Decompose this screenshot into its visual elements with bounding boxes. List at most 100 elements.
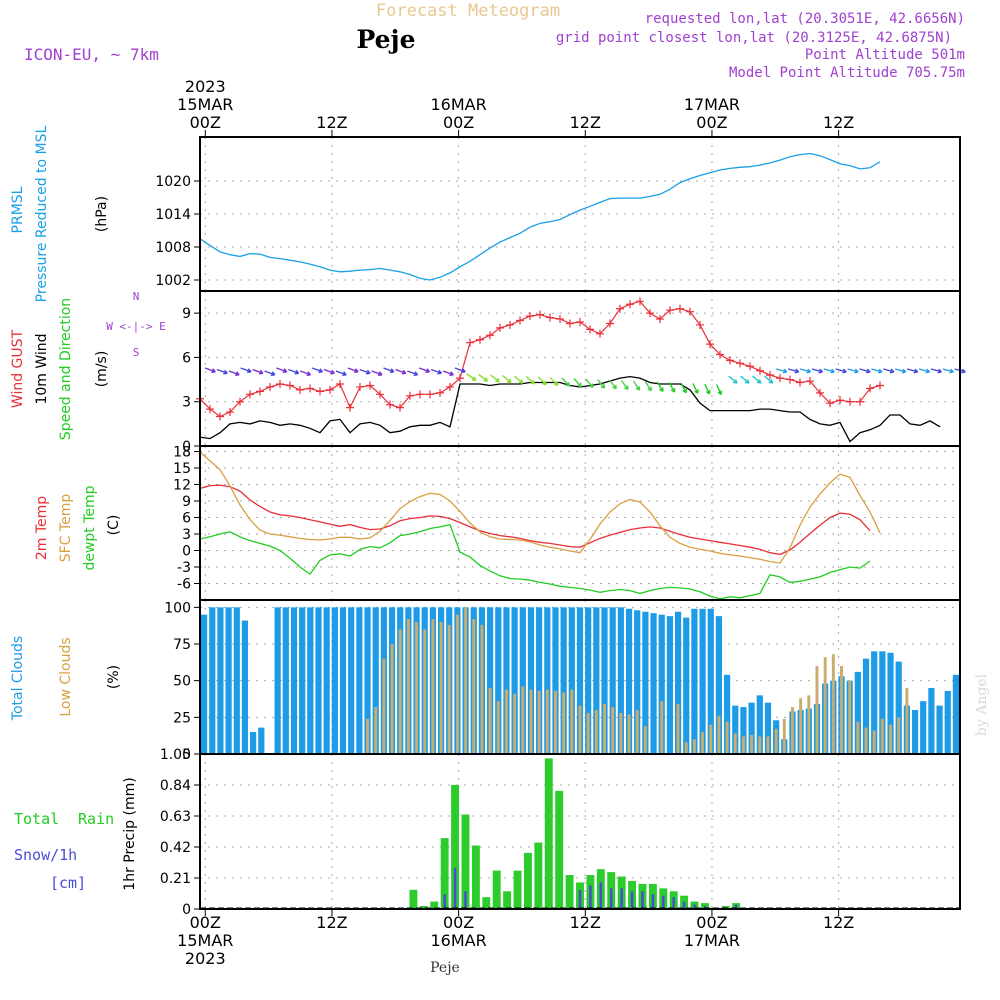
total-cloud-bar [928,688,935,754]
total-cloud-bar [339,607,347,754]
low-cloud-bar [594,710,598,754]
top-date-label: 15MAR [177,95,233,114]
snow-bar [662,895,665,909]
low-cloud-bar [791,707,794,754]
series-line-prmsl [199,152,881,281]
gust-marker [436,388,444,397]
wind-arrow-head [542,380,547,386]
wind-arrow-shaft [204,367,216,373]
wind-arrow-shaft [740,375,750,384]
wind-arrow-shaft [418,367,430,373]
rain-bar [503,891,512,909]
gust-marker [546,313,554,322]
wind-direction-arrow [549,377,559,387]
total-cloud-bar [748,702,755,754]
wind-direction-arrow [776,368,788,374]
pressure-labels: PRMSL Pressure Reduced to MSL (hPa) [10,125,110,302]
total-cloud-bar [233,607,240,754]
low-cloud-bar [840,666,843,754]
gust-marker [346,403,354,412]
low-cloud-bar [537,690,541,754]
compass-n: N [133,290,140,303]
low-cloud-bar [374,707,378,754]
wind-direction-arrow [835,368,847,374]
ytick-label-temperature: -3 [177,560,191,576]
total-cloud-bar [552,607,559,754]
ytick-label-temperature: 6 [182,511,191,527]
total-cloud-bar [503,607,510,754]
wind-arrow-shaft [311,367,323,373]
gust-marker [736,359,744,368]
temp-unit: (C) [106,515,122,536]
wind-arrow-shaft [597,379,606,389]
wind-direction-arrow [395,368,407,375]
wind-arrow-shaft [502,374,512,384]
gust-marker [406,391,414,400]
gust-marker [696,320,704,329]
dewpt-label: dewpt Temp [82,485,98,570]
panel-pressure: 1002 1008 1014 1020 [155,136,961,292]
wind-arrow-shaft [609,379,617,390]
low-clouds-label: Low Clouds [58,637,74,716]
bottom-hour-label: 00Z [190,913,221,932]
top-hour-label: 00Z [696,113,727,132]
top-hour-label: 00Z [443,113,474,132]
total-cloud-bar [740,707,747,754]
low-cloud-bar [390,644,394,754]
gridpoint-coords: grid point closest lon,lat (20.3125E, 42… [556,30,952,46]
rain-bar [440,838,449,909]
low-cloud-bar [676,704,680,754]
wind-direction-arrow [466,373,477,382]
wind-direction-arrow [609,379,617,390]
low-cloud-bar [643,726,647,754]
wind-direction-arrow [883,368,895,374]
wind-direction-arrow [704,383,711,395]
wind-arrow-head [553,381,559,387]
model-label: ICON-EU, ~ 7km [24,45,159,64]
total-cloud-bar [585,607,592,754]
gust-marker [856,397,864,406]
gust-marker [416,390,424,399]
wind-arrow-head [670,388,676,393]
wind-arrow-head [483,377,489,382]
wind-arrow-head [694,389,699,394]
low-cloud-bar [880,718,884,754]
wind-arrow-shaft [620,380,629,390]
wind-arrow-shaft [716,384,722,395]
wind-direction-arrow [323,368,335,375]
gust-marker [506,320,514,329]
wind-direction-arrow [859,368,871,374]
wind-direction-arrow [561,377,571,387]
total-cloud-bar [920,701,927,754]
plot-panels: 10021008101410200369-6-30369121518025507… [155,77,966,968]
gust-marker [636,297,644,306]
wind-arrow-shaft [537,376,547,386]
wind-arrow-shaft [668,382,676,393]
wind-arrow-head [647,386,652,392]
wind-direction-arrow [240,367,252,374]
gust-marker [706,340,714,349]
wind-arrow-shaft [799,368,811,373]
gust-marker [686,307,694,316]
wind-arrow-head [877,368,883,374]
low-cloud-bar [504,689,508,754]
wind-direction-arrow [692,383,699,394]
gust-marker [556,315,564,324]
top-date-label: 16MAR [430,95,486,114]
wind-arrow-head [530,379,536,385]
wind-arrow-head [365,369,371,375]
wind-arrow-head [461,368,466,374]
wind-arrow-shaft [454,367,466,373]
total-cloud-bar [544,607,551,754]
wind-arrow-shaft [383,367,395,373]
low-cloud-bar [831,654,835,754]
wind-arrow-head [889,368,895,374]
wind-arrow-head [588,383,594,389]
wind-arrow-shaft [264,370,276,376]
wind-arrow-head [600,384,606,389]
total-cloud-bar [642,611,649,754]
top-year-label: 2023 [185,77,226,96]
ytick-label-clouds: 50 [173,674,191,690]
wind-arrow-head [235,371,240,377]
total-cloud-bar [936,705,943,754]
